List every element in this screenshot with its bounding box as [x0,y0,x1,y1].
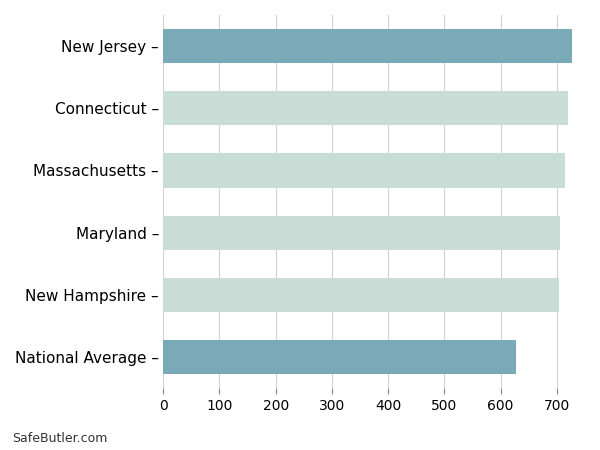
Bar [163,153,565,188]
Text: SafeButler.com: SafeButler.com [12,432,107,446]
Bar [163,278,559,312]
Bar [163,91,568,126]
Bar [163,29,572,63]
Bar [163,216,560,250]
Bar [163,340,516,374]
